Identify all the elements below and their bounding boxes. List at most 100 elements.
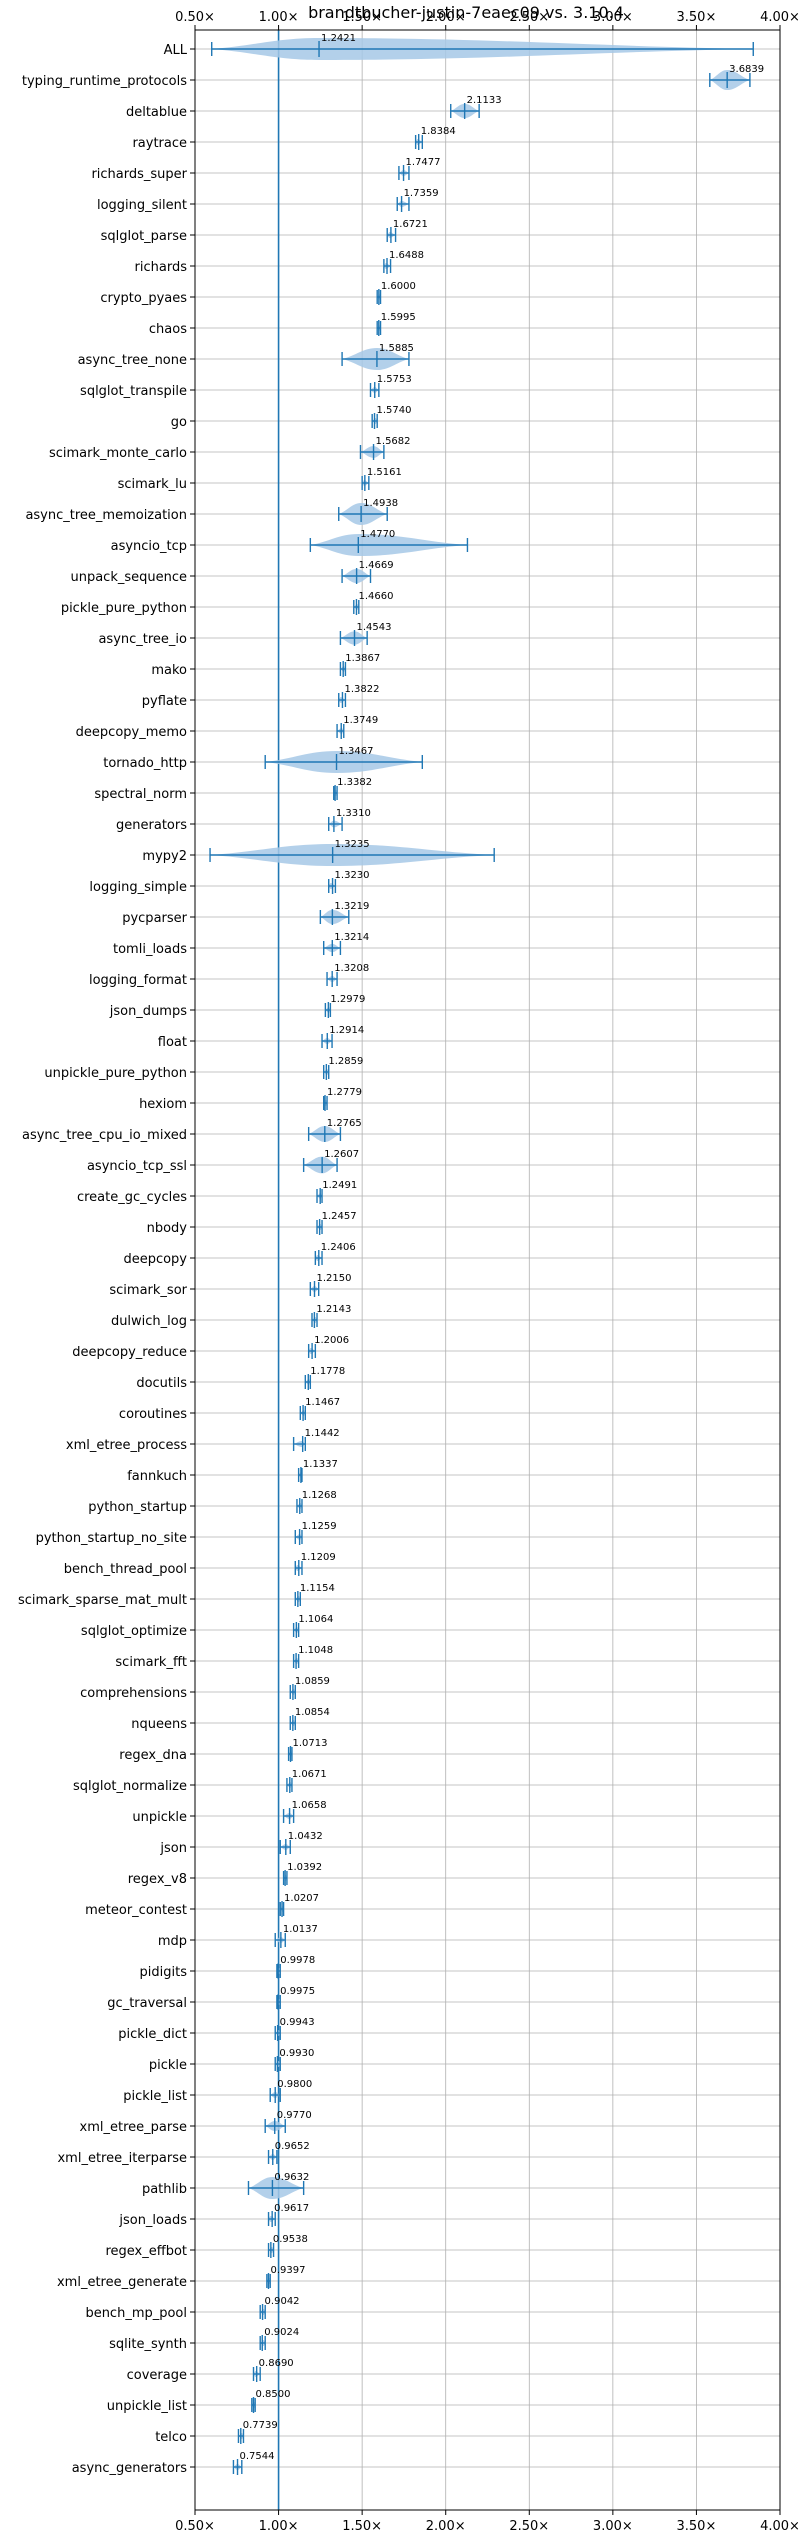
data-label: 1.7477 bbox=[406, 157, 441, 168]
data-label: 1.0658 bbox=[292, 1800, 327, 1811]
data-label: 1.0859 bbox=[295, 1676, 330, 1687]
category-label: asyncio_tcp bbox=[111, 539, 187, 554]
plot-frame bbox=[194, 29, 781, 2511]
data-label: 1.0432 bbox=[288, 1831, 323, 1842]
data-label: 1.5682 bbox=[376, 436, 411, 447]
category-label: scimark_monte_carlo bbox=[49, 446, 187, 461]
x-tick-label-bottom: 3.50× bbox=[677, 2519, 717, 2534]
data-label: 1.2491 bbox=[322, 1180, 357, 1191]
x-tick-label-top: 1.00× bbox=[259, 10, 299, 25]
data-label: 1.8384 bbox=[421, 126, 456, 137]
data-label: 1.7359 bbox=[404, 188, 439, 199]
category-label: xml_etree_process bbox=[66, 1438, 187, 1453]
x-tick-label-bottom: 2.00× bbox=[426, 2519, 466, 2534]
category-label: ALL bbox=[164, 43, 188, 58]
category-label: deltablue bbox=[126, 105, 187, 120]
category-label: tomli_loads bbox=[113, 942, 187, 957]
category-label: coverage bbox=[127, 2368, 187, 2383]
data-label: 2.1133 bbox=[467, 95, 502, 106]
data-label: 1.3219 bbox=[334, 901, 369, 912]
data-label: 1.1442 bbox=[305, 1428, 340, 1439]
category-label: hexiom bbox=[139, 1097, 187, 1112]
data-label: 1.4660 bbox=[358, 591, 393, 602]
category-label: meteor_contest bbox=[85, 1903, 187, 1918]
data-label: 1.0392 bbox=[287, 1862, 322, 1873]
category-label: deepcopy_reduce bbox=[72, 1345, 187, 1360]
data-label: 0.9800 bbox=[277, 2079, 312, 2090]
category-label: richards_super bbox=[91, 167, 187, 182]
category-label: sqlglot_parse bbox=[101, 229, 187, 244]
category-label: dulwich_log bbox=[111, 1314, 187, 1329]
x-tick-label-top: 3.00× bbox=[593, 10, 633, 25]
category-label: nbody bbox=[147, 1221, 188, 1236]
category-label: chaos bbox=[149, 322, 187, 337]
data-label: 0.8500 bbox=[256, 2389, 291, 2400]
data-label: 1.3822 bbox=[344, 684, 379, 695]
x-tick-label-top: 0.50× bbox=[175, 10, 215, 25]
category-label: crypto_pyaes bbox=[100, 291, 187, 306]
data-label: 1.4938 bbox=[363, 498, 398, 509]
category-label: pyflate bbox=[142, 694, 187, 709]
data-label: 1.1337 bbox=[303, 1459, 338, 1470]
data-label: 1.2421 bbox=[321, 33, 356, 44]
chart-title: brandtbucher-justin-7eaec09 vs. 3.10.4 bbox=[308, 3, 624, 22]
data-label: 1.6721 bbox=[393, 219, 428, 230]
x-tick-label-top: 3.50× bbox=[677, 10, 717, 25]
data-label: 1.5161 bbox=[367, 467, 402, 478]
category-label: pidigits bbox=[140, 1965, 188, 1980]
category-label: async_tree_memoization bbox=[25, 508, 187, 523]
data-label: 1.3867 bbox=[345, 653, 380, 664]
data-label: 1.3230 bbox=[335, 870, 370, 881]
x-tick-label-bottom: 4.00× bbox=[760, 2519, 800, 2534]
data-label: 0.9538 bbox=[273, 2234, 308, 2245]
data-label: 0.7739 bbox=[243, 2420, 278, 2431]
data-label: 1.1467 bbox=[305, 1397, 340, 1408]
category-label: pickle_pure_python bbox=[61, 601, 187, 616]
data-label: 1.2914 bbox=[329, 1025, 364, 1036]
category-label: bench_mp_pool bbox=[85, 2306, 187, 2321]
axes bbox=[190, 25, 781, 2515]
data-label: 1.6488 bbox=[389, 250, 424, 261]
category-label: unpickle_pure_python bbox=[44, 1066, 187, 1081]
data-label: 1.0137 bbox=[283, 1924, 318, 1935]
category-label: pathlib bbox=[142, 2182, 187, 2197]
data-label: 1.2143 bbox=[316, 1304, 351, 1315]
category-label: telco bbox=[155, 2430, 187, 2445]
category-label: raytrace bbox=[132, 136, 187, 151]
data-label: 1.2457 bbox=[322, 1211, 357, 1222]
category-label: generators bbox=[116, 818, 187, 833]
data-label: 0.9042 bbox=[265, 2296, 300, 2307]
category-label: sqlite_synth bbox=[109, 2337, 187, 2352]
x-tick-label-top: 2.50× bbox=[509, 10, 549, 25]
category-label: mdp bbox=[158, 1934, 187, 1949]
data-label: 1.5753 bbox=[377, 374, 412, 385]
data-label: 0.9770 bbox=[277, 2110, 312, 2121]
category-label: python_startup_no_site bbox=[36, 1531, 187, 1546]
category-label: xml_etree_generate bbox=[57, 2275, 187, 2290]
x-tick-label-top: 4.00× bbox=[760, 10, 800, 25]
category-label: deepcopy bbox=[123, 1252, 187, 1267]
x-tick-label-bottom: 1.50× bbox=[342, 2519, 382, 2534]
data-label: 1.1259 bbox=[302, 1521, 337, 1532]
data-label: 0.9930 bbox=[279, 2048, 314, 2059]
data-label: 1.5885 bbox=[379, 343, 414, 354]
gridlines bbox=[194, 30, 781, 2510]
category-label: deepcopy_memo bbox=[76, 725, 187, 740]
category-label: gc_traversal bbox=[107, 1996, 187, 2011]
x-tick-label-top: 1.50× bbox=[342, 10, 382, 25]
data-label: 1.4669 bbox=[359, 560, 394, 571]
category-label: scimark_lu bbox=[118, 477, 187, 492]
category-label: unpack_sequence bbox=[70, 570, 187, 585]
category-label: xml_etree_parse bbox=[80, 2120, 187, 2135]
data-label: 0.9024 bbox=[264, 2327, 299, 2338]
category-label: docutils bbox=[136, 1376, 187, 1391]
violin-marks bbox=[209, 38, 754, 2475]
data-label: 0.9978 bbox=[280, 1955, 315, 1966]
data-label: 1.3235 bbox=[335, 839, 370, 850]
data-label: 1.0207 bbox=[284, 1893, 319, 1904]
category-label: async_tree_none bbox=[78, 353, 187, 368]
data-label: 1.2779 bbox=[327, 1087, 362, 1098]
category-label: tornado_http bbox=[103, 756, 187, 771]
